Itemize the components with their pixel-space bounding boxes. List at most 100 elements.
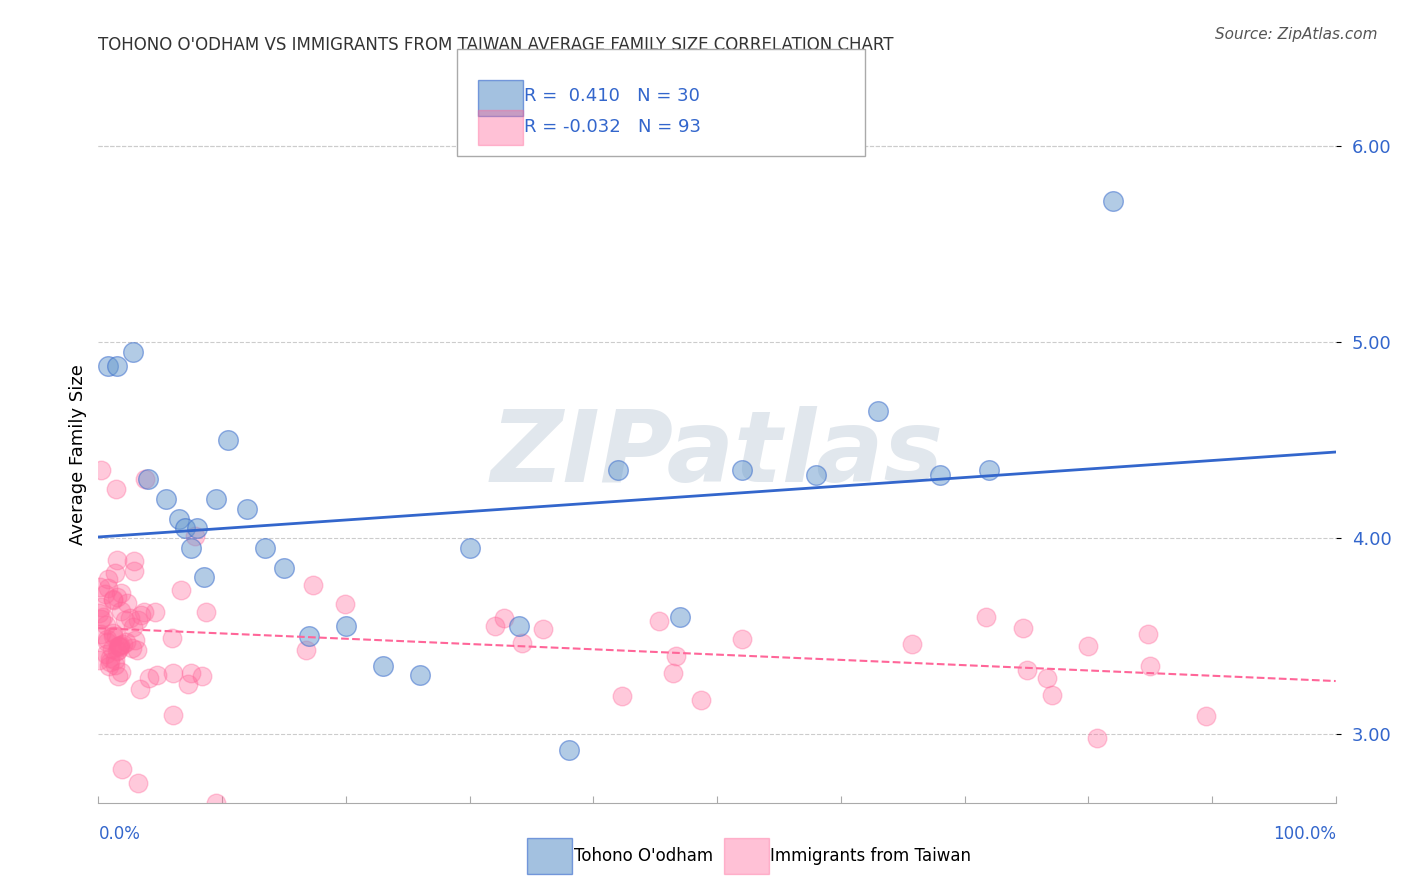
- Point: [121, 620, 143, 634]
- Point: [1102, 194, 1125, 208]
- Point: [107, 642, 129, 657]
- Point: [90, 599, 112, 614]
- Point: [690, 692, 713, 706]
- Point: [607, 462, 630, 476]
- Point: [90, 612, 112, 626]
- Point: [101, 641, 124, 656]
- Point: [170, 582, 193, 597]
- Point: [1137, 627, 1160, 641]
- Point: [1040, 689, 1063, 703]
- Point: [557, 743, 579, 757]
- Point: [1139, 658, 1161, 673]
- Point: [335, 619, 357, 633]
- Point: [180, 541, 202, 555]
- Point: [105, 482, 128, 496]
- Point: [87, 653, 110, 667]
- Point: [98, 655, 121, 669]
- Point: [138, 671, 160, 685]
- Point: [1012, 621, 1035, 635]
- Point: [1036, 671, 1059, 685]
- Point: [174, 521, 197, 535]
- Point: [122, 564, 145, 578]
- Point: [108, 639, 131, 653]
- Point: [136, 472, 159, 486]
- Point: [104, 653, 127, 667]
- Text: R = -0.032   N = 93: R = -0.032 N = 93: [524, 118, 702, 136]
- Point: [186, 521, 208, 535]
- Point: [665, 648, 688, 663]
- Point: [110, 665, 132, 679]
- Point: [97, 359, 120, 373]
- Point: [96, 635, 118, 649]
- Point: [662, 665, 685, 680]
- Point: [731, 632, 754, 647]
- Point: [301, 578, 323, 592]
- Point: [866, 404, 889, 418]
- Text: 0.0%: 0.0%: [98, 825, 141, 843]
- Point: [180, 665, 202, 680]
- Point: [901, 637, 924, 651]
- Point: [1195, 709, 1218, 723]
- Point: [160, 631, 183, 645]
- Text: R =  0.410   N = 30: R = 0.410 N = 30: [524, 87, 700, 105]
- Point: [125, 643, 148, 657]
- Point: [107, 553, 129, 567]
- Point: [205, 796, 228, 810]
- Point: [111, 763, 134, 777]
- Point: [1015, 663, 1038, 677]
- Point: [669, 609, 692, 624]
- Point: [191, 669, 214, 683]
- Point: [167, 511, 190, 525]
- Point: [177, 677, 200, 691]
- Text: Immigrants from Taiwan: Immigrants from Taiwan: [770, 847, 972, 865]
- Point: [134, 472, 156, 486]
- Point: [122, 553, 145, 567]
- Point: [531, 622, 554, 636]
- Point: [131, 608, 153, 623]
- Point: [107, 639, 129, 653]
- Point: [105, 359, 128, 373]
- Point: [371, 658, 394, 673]
- Point: [132, 605, 155, 619]
- Point: [1077, 639, 1099, 653]
- Point: [108, 639, 131, 653]
- Point: [93, 587, 115, 601]
- Point: [97, 581, 120, 595]
- Point: [295, 643, 318, 657]
- Point: [333, 598, 356, 612]
- Point: [648, 615, 671, 629]
- Point: [89, 606, 111, 620]
- Point: [110, 585, 132, 599]
- Point: [731, 462, 754, 476]
- Point: [928, 468, 950, 483]
- Point: [273, 560, 295, 574]
- Point: [110, 604, 132, 618]
- Point: [97, 572, 120, 586]
- Point: [254, 541, 277, 555]
- Point: [155, 491, 177, 506]
- Point: [104, 628, 127, 642]
- Text: ZIPatlas: ZIPatlas: [491, 407, 943, 503]
- Point: [105, 590, 128, 604]
- Point: [194, 605, 217, 619]
- Point: [111, 637, 134, 651]
- Point: [205, 491, 228, 506]
- Point: [94, 617, 117, 632]
- Y-axis label: Average Family Size: Average Family Size: [69, 365, 87, 545]
- Point: [89, 580, 111, 594]
- Point: [118, 610, 141, 624]
- Point: [103, 592, 125, 607]
- Point: [484, 619, 506, 633]
- Text: Tohono O'odham: Tohono O'odham: [574, 847, 713, 865]
- Point: [510, 636, 533, 650]
- Point: [124, 632, 146, 647]
- Point: [508, 619, 530, 633]
- Point: [146, 668, 169, 682]
- Point: [162, 707, 184, 722]
- Point: [193, 570, 215, 584]
- Point: [107, 668, 129, 682]
- Point: [96, 632, 118, 647]
- Point: [90, 462, 112, 476]
- Point: [94, 647, 117, 661]
- Point: [612, 689, 634, 703]
